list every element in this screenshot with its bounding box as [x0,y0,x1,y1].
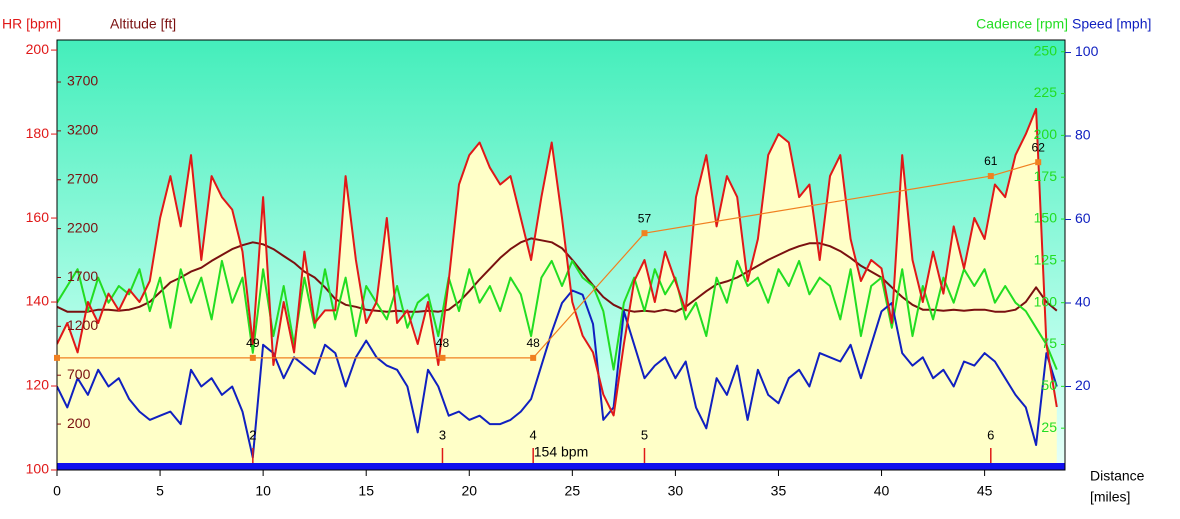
bottom-bar [57,463,1065,470]
y-tick-label: 100 [1075,43,1099,59]
x-tick-label: 30 [668,483,684,499]
marker-point [987,173,994,180]
marker-label: 49 [246,336,260,350]
annotation: 154 bpm [534,444,588,460]
marker-point [54,354,60,361]
marker-label: 62 [1032,140,1046,154]
lap-label: 2 [249,427,256,442]
y-tick-label: 200 [1034,126,1058,142]
marker-label: 61 [984,154,998,168]
y-tick-label: 2200 [67,219,98,235]
y-tick-label: 200 [67,415,91,431]
series-line [57,259,1058,371]
y-tick-label: 75 [1041,335,1057,351]
y-tick-label: 3700 [67,73,98,89]
y-tick-label: 1700 [67,268,98,284]
y-tick-label: 160 [26,209,50,225]
y-tick-label: 150 [1034,210,1058,226]
lap-label: 4 [530,427,537,442]
hr-area [57,108,1057,470]
y-tick-label: 25 [1041,419,1057,435]
hr-axis-title: HR [bpm] [2,16,61,32]
x-tick-label: 45 [977,483,993,499]
y-tick-label: 140 [26,293,50,309]
marker-label: 48 [436,336,450,350]
lap-label: 3 [439,427,446,442]
y-tick-label: 180 [26,125,50,141]
x-tick-label: 0 [53,483,61,499]
x-axis-label: Distance [1090,468,1145,484]
x-tick-label: 20 [461,483,477,499]
x-tick-label: 10 [255,483,271,499]
lap-label: 6 [987,427,994,442]
marker-point [530,354,537,361]
y-tick-label: 1200 [67,317,98,333]
y-tick-label: 3200 [67,122,98,138]
altitude-axis-title: Altitude [ft] [110,16,176,32]
cadence-axis-title: Cadence [rpm] [976,16,1068,32]
y-tick-label: 20 [1075,377,1091,393]
y-tick-label: 175 [1034,168,1058,184]
marker-point [641,230,648,237]
y-tick-label: 80 [1075,127,1091,143]
series-line [57,289,1058,459]
y-tick-label: 225 [1034,84,1058,100]
marker-point [1035,159,1042,166]
x-tick-label: 40 [874,483,890,499]
x-tick-label: 25 [565,483,581,499]
x-tick-label: 15 [358,483,374,499]
marker-label: 48 [526,336,540,350]
series-line [57,237,1058,313]
y-tick-label: 120 [26,377,50,393]
speed-axis-title: Speed [mph] [1072,16,1151,32]
x-tick-label: 5 [156,483,164,499]
y-tick-label: 700 [67,366,91,382]
marker-label: 57 [638,211,652,225]
y-tick-label: 40 [1075,294,1091,310]
marker-point [439,354,446,361]
plot-frame [56,39,1066,471]
y-tick-label: 250 [1034,42,1058,58]
x-tick-label: 35 [771,483,787,499]
y-tick-label: 100 [1034,293,1058,309]
x-axis-unit: [miles] [1090,489,1130,505]
series-line [57,107,1058,417]
y-tick-label: 125 [1034,252,1058,268]
lap-label: 5 [641,427,648,442]
y-tick-label: 2700 [67,170,98,186]
y-tick-label: 50 [1041,377,1057,393]
marker-point [249,354,256,361]
y-tick-label: 60 [1075,210,1091,226]
y-tick-label: 200 [26,41,50,57]
y-tick-label: 100 [26,461,50,477]
